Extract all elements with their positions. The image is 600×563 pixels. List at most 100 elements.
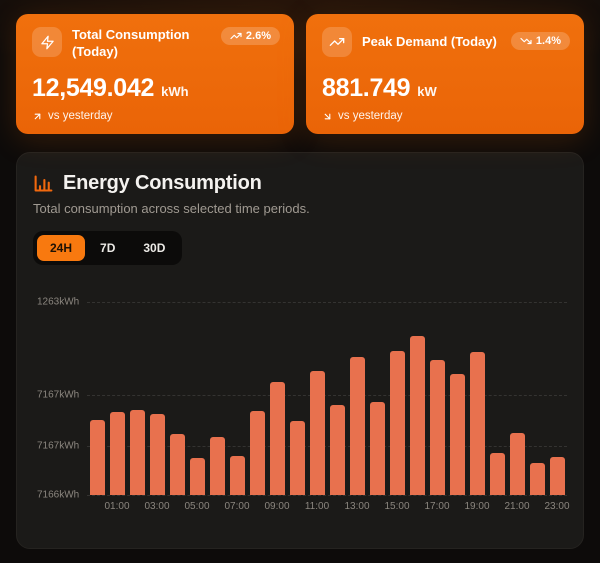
kpi-row: Total Consumption (Today) 2.6% 12,549.04… — [0, 0, 600, 134]
bar-slot-08:00 — [247, 302, 267, 495]
bar-slot-20:00 — [487, 302, 507, 495]
card-footer: vs yesterday — [322, 110, 570, 122]
arrow-up-right-icon — [32, 111, 43, 122]
bar-slot-02:00 — [127, 302, 147, 495]
bar-20:00[interactable] — [489, 453, 505, 495]
bar-slot-21:00: 21:00 — [504, 302, 530, 512]
gridline — [87, 302, 567, 303]
card-value: 12,549.042 — [32, 74, 155, 102]
bar-03:00[interactable] — [149, 414, 165, 495]
bar-01:00[interactable] — [109, 412, 125, 495]
tab-7d[interactable]: 7D — [87, 235, 128, 261]
bar-slot-16:00 — [407, 302, 427, 495]
x-axis-tick-label: 15:00 — [384, 501, 410, 512]
trending-up-icon — [230, 30, 242, 42]
x-axis-tick-label: 17:00 — [424, 501, 450, 512]
card-value: 881.749 — [322, 74, 411, 102]
y-axis-tick-label: 7167kWh — [37, 440, 80, 452]
y-axis-tick-label: 1263kWh — [37, 296, 80, 308]
trend-badge-value: 1.4% — [535, 35, 561, 47]
bar-plot-area: 01:00 03:00 05:00 07:00 09:00 11:00 13:00 15:00… — [87, 302, 570, 512]
bar-05:00[interactable] — [189, 458, 205, 495]
bar-00:00[interactable] — [89, 420, 105, 495]
card-footer: vs yesterday — [32, 110, 280, 122]
bar-04:00[interactable] — [169, 434, 185, 495]
bar-06:00[interactable] — [209, 437, 225, 495]
bar-16:00[interactable] — [409, 336, 425, 495]
gridline — [87, 495, 567, 496]
gridline — [87, 395, 567, 396]
energy-consumption-panel: Energy Consumption Total consumption acr… — [16, 152, 584, 549]
bar-08:00[interactable] — [249, 411, 265, 495]
bar-slot-11:00: 11:00 — [305, 302, 329, 512]
card-title: Peak Demand (Today) — [362, 34, 497, 49]
bar-19:00[interactable] — [469, 352, 485, 495]
bar-slot-07:00: 07:00 — [224, 302, 250, 512]
bar-slot-00:00 — [87, 302, 107, 495]
bar-12:00[interactable] — [329, 405, 345, 495]
bar-11:00[interactable] — [309, 371, 325, 495]
bar-slot-23:00: 23:00 — [544, 302, 570, 512]
x-axis-tick-label: 09:00 — [264, 501, 290, 512]
bar-18:00[interactable] — [449, 374, 465, 495]
bar-09:00[interactable] — [269, 382, 285, 495]
bar-21:00[interactable] — [509, 433, 525, 495]
bar-slot-18:00 — [447, 302, 467, 495]
total-consumption-card: Total Consumption (Today) 2.6% 12,549.04… — [16, 14, 294, 134]
card-value-row: 881.749 kW — [322, 74, 570, 103]
bar-slot-04:00 — [167, 302, 187, 495]
bar-slot-09:00: 09:00 — [264, 302, 290, 512]
x-axis-tick-label: 13:00 — [344, 501, 370, 512]
y-axis-tick-label: 7166kWh — [37, 489, 80, 501]
arrow-down-right-icon — [322, 111, 333, 122]
card-unit: kWh — [161, 84, 189, 99]
card-title: Total Consumption (Today) — [72, 27, 190, 59]
bar-slot-14:00 — [367, 302, 387, 495]
card-header: Peak Demand (Today) 1.4% — [322, 27, 570, 57]
card-unit: kW — [417, 84, 437, 99]
x-axis-tick-label: 05:00 — [184, 501, 210, 512]
peak-demand-card: Peak Demand (Today) 1.4% 881.749 kW vs y… — [306, 14, 584, 134]
bar-15:00[interactable] — [389, 351, 405, 495]
trending-up-icon — [322, 27, 352, 57]
card-header: Total Consumption (Today) 2.6% — [32, 27, 280, 61]
bar-17:00[interactable] — [429, 360, 445, 495]
x-axis-tick-label: 07:00 — [224, 501, 250, 512]
time-range-tabs: 24H 7D 30D — [33, 231, 183, 265]
card-footer-label: vs yesterday — [48, 110, 113, 122]
bar-slot-15:00: 15:00 — [384, 302, 410, 512]
card-value-row: 12,549.042 kWh — [32, 74, 280, 103]
tab-24h[interactable]: 24H — [37, 235, 86, 261]
x-axis-tick-label: 23:00 — [544, 501, 570, 512]
gridline — [87, 446, 567, 447]
chart-subtitle: Total consumption across selected time p… — [33, 201, 310, 216]
trend-badge-value: 2.6% — [245, 30, 271, 42]
x-axis-tick-label: 19:00 — [464, 501, 490, 512]
bar-slot-03:00: 03:00 — [144, 302, 170, 512]
bar-slot-17:00: 17:00 — [424, 302, 450, 512]
tab-30d[interactable]: 30D — [130, 235, 178, 261]
bar-10:00[interactable] — [289, 421, 305, 495]
bolt-icon — [32, 27, 62, 57]
bar-13:00[interactable] — [349, 357, 365, 495]
bar-slot-10:00 — [287, 302, 307, 495]
y-axis-tick-label: 7167kWh — [37, 389, 80, 401]
bar-14:00[interactable] — [369, 402, 385, 495]
bar-02:00[interactable] — [129, 410, 145, 495]
x-axis-tick-label: 01:00 — [104, 501, 130, 512]
chart-title: Energy Consumption — [63, 172, 262, 194]
x-axis-tick-label: 11:00 — [304, 501, 330, 512]
bar-slot-22:00 — [527, 302, 547, 495]
x-axis-tick-label: 03:00 — [144, 501, 170, 512]
bar-22:00[interactable] — [529, 463, 545, 495]
trending-down-icon — [520, 35, 532, 47]
trend-badge: 2.6% — [220, 27, 280, 45]
bar-07:00[interactable] — [229, 456, 245, 495]
bar-23:00[interactable] — [549, 457, 565, 495]
bar-slot-05:00: 05:00 — [184, 302, 210, 512]
bar-chart-icon — [33, 173, 54, 194]
chart-header: Energy Consumption — [33, 172, 567, 195]
bar-slot-19:00: 19:00 — [464, 302, 490, 512]
bar-chart: 7166kWh 7167kWh 7167kWh 1263kWh 01:00 03:00 05… — [33, 297, 570, 519]
bar-slot-01:00: 01:00 — [104, 302, 130, 512]
